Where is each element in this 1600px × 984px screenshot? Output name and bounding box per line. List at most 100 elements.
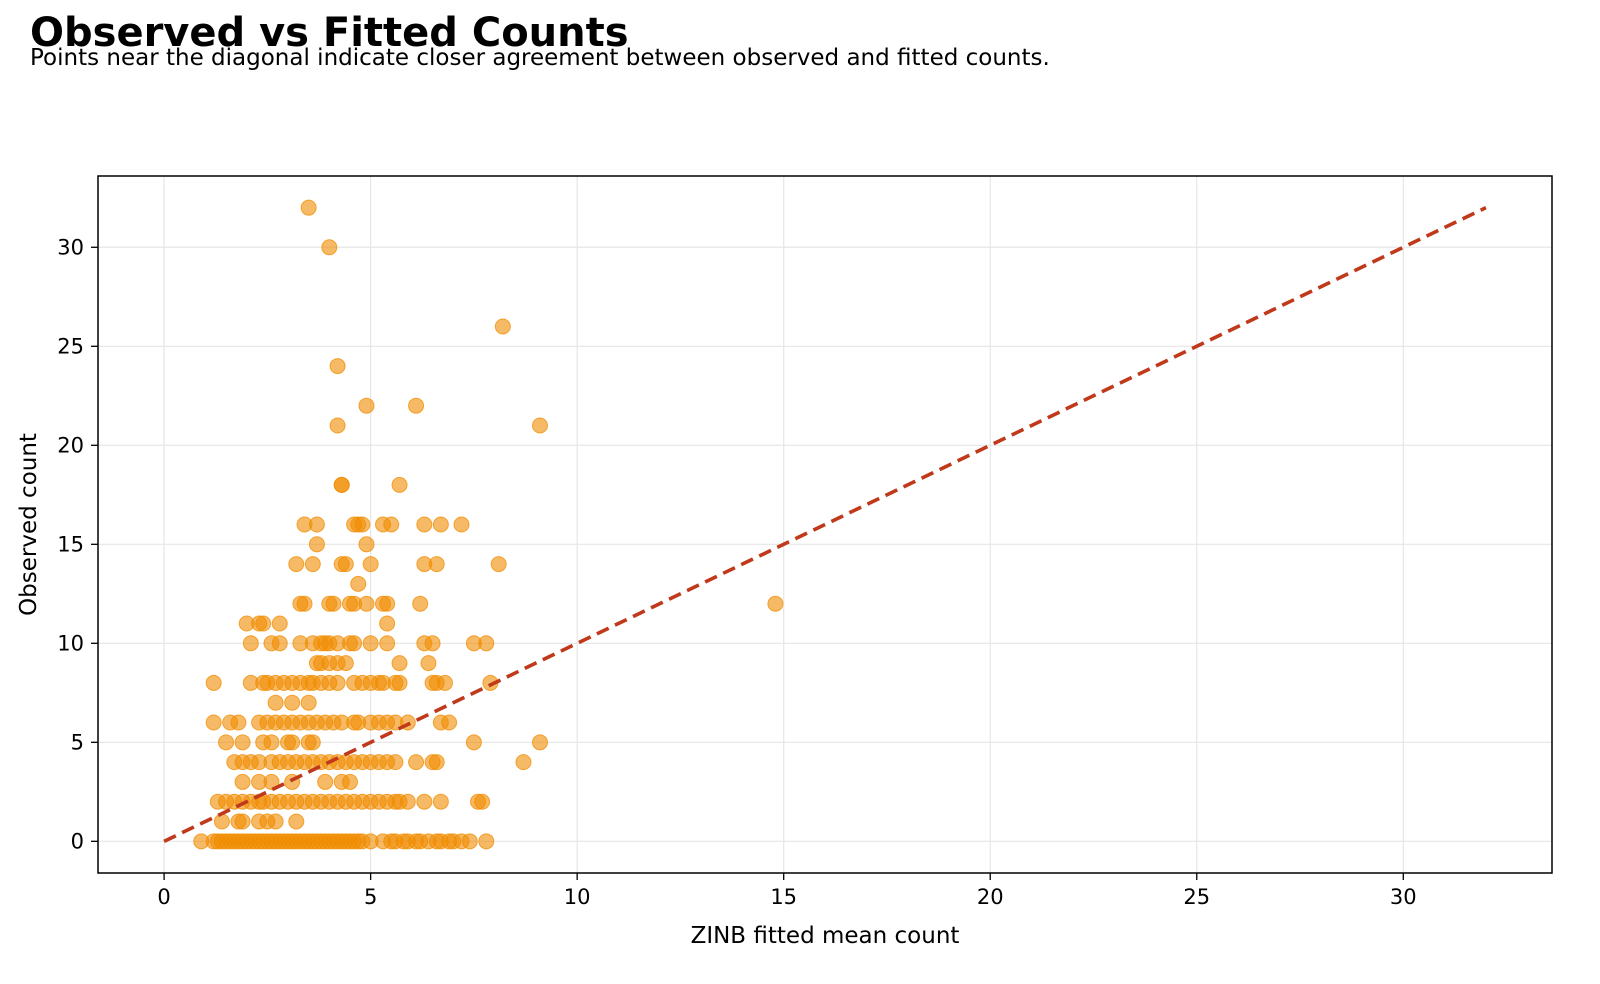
- data-point: [284, 694, 301, 711]
- data-point: [333, 476, 350, 493]
- data-point: [358, 595, 375, 612]
- data-point: [304, 556, 321, 573]
- data-point: [474, 793, 491, 810]
- data-point: [420, 655, 437, 672]
- data-point: [263, 773, 280, 790]
- reference-line-layer: [163, 206, 1487, 843]
- reference-diagonal-line: [163, 206, 1487, 843]
- data-point: [358, 397, 375, 414]
- data-points: [193, 199, 784, 850]
- x-tick-label: 0: [157, 885, 170, 909]
- data-point: [436, 674, 453, 691]
- data-point: [230, 714, 247, 731]
- y-tick-label: 5: [71, 730, 84, 754]
- data-point: [416, 516, 433, 533]
- y-tick-label: 30: [57, 235, 84, 259]
- data-point: [304, 734, 321, 751]
- x-tick-label: 25: [1183, 885, 1210, 909]
- data-point: [432, 516, 449, 533]
- data-point: [234, 734, 251, 751]
- data-point: [346, 635, 363, 652]
- data-point: [379, 635, 396, 652]
- data-point: [205, 674, 222, 691]
- x-tick-label: 5: [364, 885, 377, 909]
- data-point: [391, 655, 408, 672]
- data-point: [432, 793, 449, 810]
- data-point: [329, 417, 346, 434]
- data-point: [531, 734, 548, 751]
- data-point: [263, 734, 280, 751]
- data-point: [391, 476, 408, 493]
- y-tick-label: 15: [57, 532, 84, 556]
- data-point: [531, 417, 548, 434]
- data-point: [412, 595, 429, 612]
- data-point: [478, 635, 495, 652]
- data-point: [300, 694, 317, 711]
- data-point: [271, 635, 288, 652]
- data-point: [337, 556, 354, 573]
- data-point: [267, 813, 284, 830]
- data-point: [424, 635, 441, 652]
- data-point: [428, 754, 445, 771]
- data-point: [362, 556, 379, 573]
- data-point: [329, 674, 346, 691]
- data-point: [428, 556, 445, 573]
- data-point: [218, 734, 235, 751]
- data-point: [329, 358, 346, 375]
- data-point: [308, 516, 325, 533]
- data-point: [234, 773, 251, 790]
- data-point: [494, 318, 511, 335]
- data-point: [337, 655, 354, 672]
- y-tick-label: 20: [57, 433, 84, 457]
- x-tick-label: 20: [977, 885, 1004, 909]
- chart-title: Observed vs Fitted Counts: [30, 10, 629, 56]
- x-tick-label: 15: [770, 885, 797, 909]
- data-point: [242, 635, 259, 652]
- plot-area-frame: [97, 175, 1553, 874]
- data-point: [234, 813, 251, 830]
- data-point: [296, 595, 313, 612]
- data-point: [300, 199, 317, 216]
- data-point: [354, 516, 371, 533]
- data-point: [408, 754, 425, 771]
- grid-lines: [98, 176, 1552, 873]
- data-point: [379, 595, 396, 612]
- data-point: [391, 674, 408, 691]
- y-tick-label: 0: [71, 829, 84, 853]
- data-point: [213, 813, 230, 830]
- data-point: [387, 754, 404, 771]
- data-point: [416, 793, 433, 810]
- data-point: [461, 833, 478, 850]
- data-point: [308, 536, 325, 553]
- data-point: [205, 714, 222, 731]
- data-point: [408, 397, 425, 414]
- data-point: [383, 516, 400, 533]
- data-point: [490, 556, 507, 573]
- data-point: [465, 734, 482, 751]
- data-point: [441, 714, 458, 731]
- data-point: [255, 615, 272, 632]
- x-tick-label: 30: [1390, 885, 1417, 909]
- data-point: [379, 615, 396, 632]
- data-point: [321, 239, 338, 256]
- data-point: [267, 694, 284, 711]
- data-point: [271, 615, 288, 632]
- data-point: [767, 595, 784, 612]
- data-point: [288, 556, 305, 573]
- x-axis-label: ZINB fitted mean count: [691, 923, 960, 949]
- y-tick-label: 25: [57, 334, 84, 358]
- data-point: [350, 575, 367, 592]
- data-point: [362, 635, 379, 652]
- data-point: [341, 773, 358, 790]
- data-point: [478, 833, 495, 850]
- y-tick-label: 10: [57, 631, 84, 655]
- data-point: [399, 793, 416, 810]
- chart-subtitle: Points near the diagonal indicate closer…: [30, 45, 1050, 71]
- data-point: [288, 813, 305, 830]
- data-point: [453, 516, 470, 533]
- data-point: [284, 734, 301, 751]
- data-point: [515, 754, 532, 771]
- axis-ticks: 0 5 10 15 20 25 30 0 5 10 15 20 25 30: [57, 235, 1416, 909]
- y-axis-label: Observed count: [16, 433, 42, 616]
